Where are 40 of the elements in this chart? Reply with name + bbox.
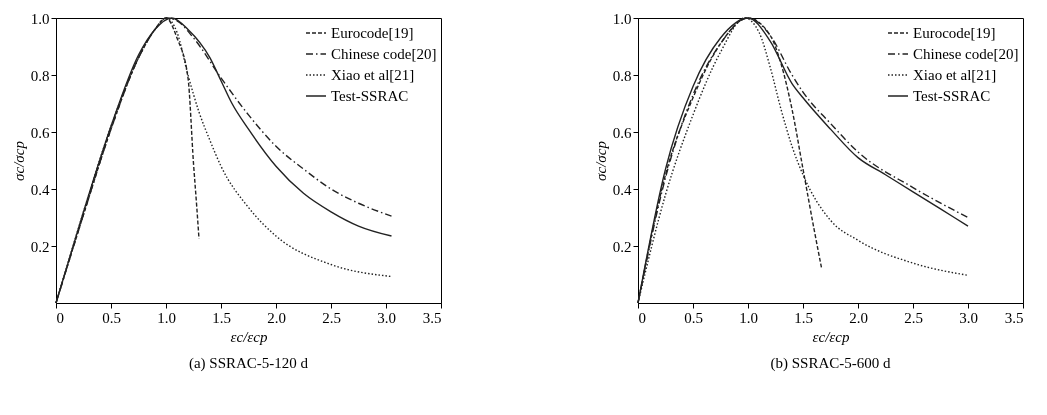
legend-label: Eurocode[19] [331,25,414,41]
y-tick-label: 0.2 [612,238,632,255]
legend-label: Xiao et al[21] [913,67,997,83]
y-tick-label: 1.0 [30,10,50,27]
x-tick-label: 1.5 [212,309,231,326]
text: (a) SSRAC-5-120 d [188,355,309,372]
y-tick-label: 0.4 [612,181,632,198]
y-tick-label: 1.0 [612,10,632,27]
y-axis-title: σc/σcp [10,140,27,181]
x-tick-label: 3.0 [959,309,978,326]
x-tick-label: 3.5 [422,309,442,326]
x-tick-label: 2.0 [849,309,868,326]
x-tick-label: 1.5 [794,309,813,326]
legend-label: Test-SSRAC [331,88,409,104]
legend-label: Chinese code[20] [913,46,1019,62]
y-axis-title: σc/σcp [592,140,609,181]
x-tick-label: 3.5 [1004,309,1024,326]
text: (b) SSRAC-5-600 d [770,355,891,372]
y-tick-label: 0.6 [30,124,50,141]
y-tick-label: 0.2 [30,238,50,255]
x-tick-label: 0.5 [684,309,703,326]
y-tick-label: 0.8 [30,67,50,84]
x-tick-label: 1.0 [739,309,758,326]
x-tick-label: 3.0 [377,309,396,326]
x-axis-title: εc/εcp [812,328,850,345]
x-tick-label: 1.0 [157,309,176,326]
x-tick-label: 0.5 [102,309,121,326]
x-tick-label: 2.5 [322,309,341,326]
x-tick-label: 0 [56,309,64,326]
y-tick-label: 0.4 [30,181,50,198]
x-tick-label: 0 [638,309,646,326]
legend-label: Xiao et al[21] [331,67,415,83]
y-tick-label: 0.6 [612,124,632,141]
x-axis-title: εc/εcp [230,328,268,345]
y-tick-label: 0.8 [612,67,632,84]
x-tick-label: 2.0 [267,309,286,326]
legend-label: Chinese code[20] [331,46,437,62]
legend-label: Eurocode[19] [913,25,996,41]
legend-label: Test-SSRAC [913,88,991,104]
x-tick-label: 2.5 [904,309,923,326]
